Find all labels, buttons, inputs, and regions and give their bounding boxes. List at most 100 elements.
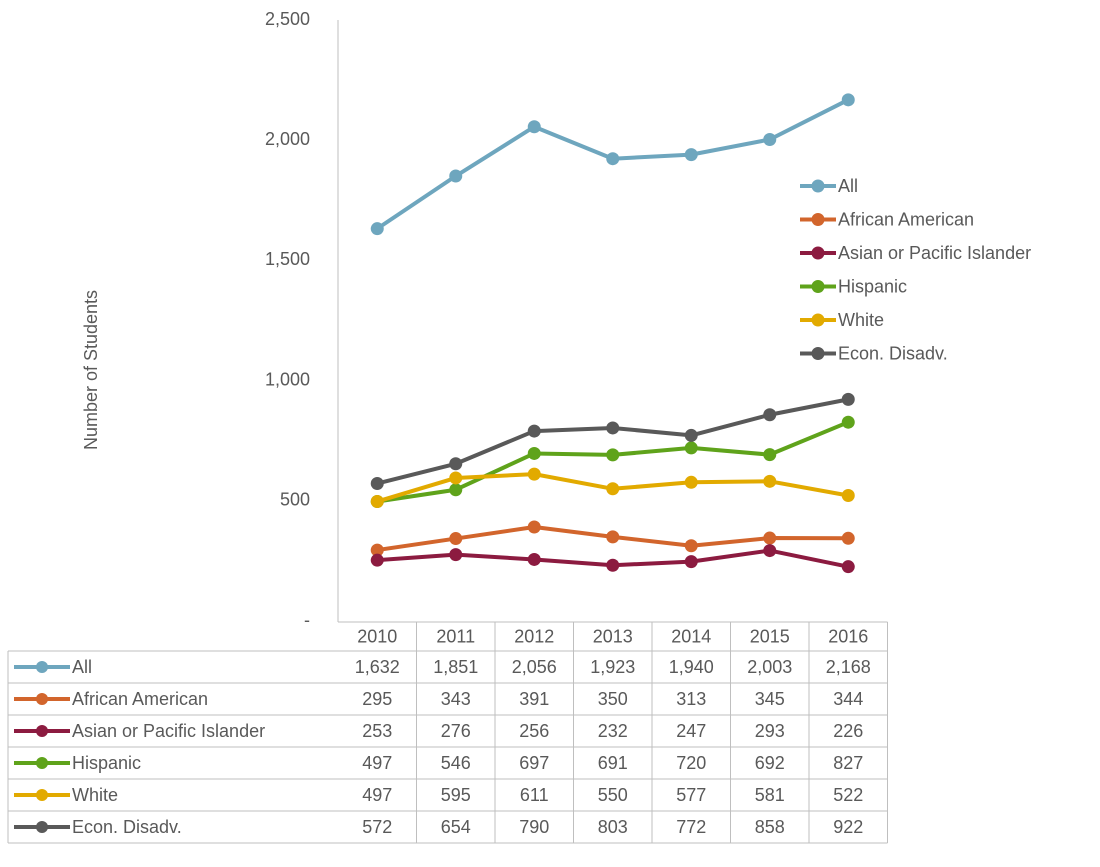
- table-value: 1,940: [669, 657, 714, 677]
- data-point: [370, 476, 384, 490]
- y-tick-label: 2,000: [265, 129, 310, 149]
- table-legend-marker: [36, 693, 48, 705]
- data-point: [606, 152, 620, 166]
- row-label: Econ. Disadv.: [72, 817, 182, 837]
- data-point: [606, 421, 620, 435]
- row-label: African American: [72, 689, 208, 709]
- data-point: [449, 483, 463, 497]
- table-value: 2,056: [512, 657, 557, 677]
- x-tick-label: 2012: [514, 626, 554, 646]
- x-tick-label: 2010: [357, 626, 397, 646]
- legend-marker: [811, 213, 825, 226]
- table-value: 697: [519, 753, 549, 773]
- data-point: [841, 392, 855, 406]
- data-point: [684, 148, 698, 162]
- x-tick-label: 2011: [436, 626, 475, 646]
- legend-label: Hispanic: [838, 276, 907, 296]
- legend-marker: [811, 313, 825, 327]
- table-value: 345: [755, 689, 785, 709]
- data-point: [684, 555, 698, 569]
- y-tick-label: 2,500: [265, 9, 310, 29]
- table-value: 1,632: [355, 657, 400, 677]
- data-point: [841, 531, 855, 545]
- data-point: [763, 448, 777, 462]
- data-point: [370, 222, 384, 236]
- data-point: [527, 520, 541, 534]
- y-tick-label: -: [304, 610, 310, 630]
- data-point: [763, 531, 777, 545]
- table-value: 572: [362, 817, 392, 837]
- data-point: [449, 169, 463, 183]
- data-point: [763, 132, 777, 146]
- x-tick-label: 2015: [750, 626, 790, 646]
- legend-label: Econ. Disadv.: [838, 343, 948, 363]
- table-value: 922: [833, 817, 863, 837]
- table-value: 247: [676, 721, 706, 741]
- data-point: [527, 552, 541, 566]
- table-value: 343: [441, 689, 471, 709]
- row-label: Hispanic: [72, 753, 141, 773]
- data-point: [370, 543, 384, 557]
- table-value: 546: [441, 753, 471, 773]
- data-point: [527, 120, 541, 134]
- y-tick-label: 1,500: [265, 249, 310, 269]
- legend-label: Asian or Pacific Islander: [838, 243, 1031, 263]
- series-line: [376, 397, 849, 486]
- data-point: [841, 489, 855, 503]
- data-point: [763, 474, 777, 488]
- table-value: 344: [833, 689, 863, 709]
- data-point: [684, 539, 698, 553]
- table-legend-marker: [36, 821, 48, 833]
- table-value: 692: [755, 753, 785, 773]
- table-value: 577: [676, 785, 706, 805]
- data-point: [449, 471, 463, 485]
- table-value: 313: [676, 689, 706, 709]
- data-point: [606, 530, 620, 544]
- legend-marker: [811, 179, 825, 193]
- legend-label: White: [838, 310, 884, 330]
- data-point: [841, 560, 855, 574]
- table-value: 691: [598, 753, 628, 773]
- table-value: 611: [520, 785, 549, 805]
- table-value: 581: [755, 785, 785, 805]
- table-value: 295: [362, 689, 392, 709]
- table-value: 720: [676, 753, 706, 773]
- table-value: 350: [598, 689, 628, 709]
- data-point: [606, 558, 620, 572]
- table-legend-marker: [36, 725, 48, 737]
- legend-marker: [811, 246, 825, 260]
- table-value: 276: [441, 721, 471, 741]
- legend-label: All: [838, 176, 858, 196]
- data-point: [763, 408, 777, 422]
- table-value: 654: [441, 817, 471, 837]
- legend-marker: [811, 347, 825, 360]
- x-tick-label: 2014: [671, 626, 711, 646]
- table-value: 2,003: [747, 657, 792, 677]
- row-label: White: [72, 785, 118, 805]
- row-label: All: [72, 657, 92, 677]
- table-value: 293: [755, 721, 785, 741]
- table-value: 790: [519, 817, 549, 837]
- table-value: 256: [519, 721, 549, 741]
- table-legend-marker: [36, 757, 48, 769]
- table-value: 1,923: [590, 657, 635, 677]
- table-value: 550: [598, 785, 628, 805]
- y-axis-label: Number of Students: [81, 290, 101, 450]
- data-point: [527, 424, 541, 438]
- data-point: [370, 553, 384, 567]
- table-value: 772: [676, 817, 706, 837]
- table-legend-marker: [36, 661, 48, 673]
- table-value: 803: [598, 817, 628, 837]
- table-value: 226: [833, 721, 863, 741]
- data-point: [449, 457, 463, 471]
- table-value: 253: [362, 721, 392, 741]
- x-tick-label: 2016: [828, 626, 868, 646]
- table-value: 391: [519, 689, 549, 709]
- legend-marker: [811, 280, 825, 293]
- data-point: [841, 93, 855, 107]
- data-point: [684, 475, 698, 489]
- data-point: [449, 548, 463, 562]
- data-point: [684, 428, 698, 442]
- data-point: [449, 532, 463, 546]
